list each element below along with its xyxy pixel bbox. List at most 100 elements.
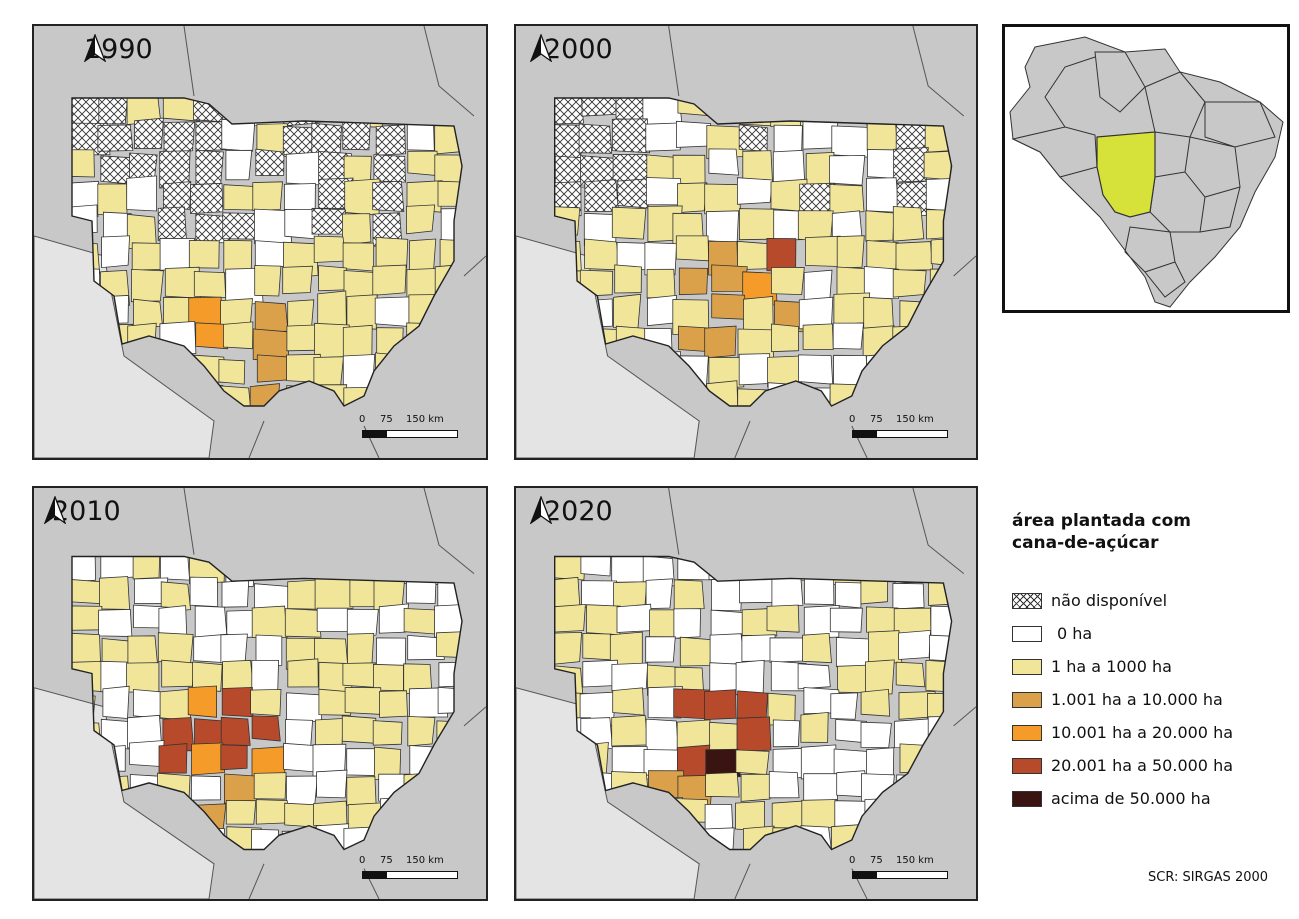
municipality-region <box>222 321 254 350</box>
map-2020 <box>516 488 976 899</box>
inset-locator-map <box>1002 24 1290 313</box>
municipality-region <box>737 240 772 271</box>
municipality-region <box>611 662 649 692</box>
municipality-region <box>316 769 348 799</box>
municipality-region <box>893 146 929 183</box>
municipality-region <box>865 659 895 695</box>
municipality-region <box>611 118 651 154</box>
map-1990 <box>34 26 486 458</box>
municipality-region <box>407 150 439 177</box>
municipality-region <box>313 235 346 263</box>
municipality-region <box>72 632 101 665</box>
municipality-region <box>190 775 222 801</box>
municipality-region <box>254 265 282 297</box>
municipality-region <box>157 206 188 243</box>
municipality-region <box>98 98 129 125</box>
municipality-region <box>554 631 583 665</box>
municipality-region <box>373 154 406 183</box>
municipality-region <box>313 356 344 387</box>
municipality-region <box>704 183 741 215</box>
scale-bar: 0 75 150 km <box>359 855 458 885</box>
municipality-region <box>709 633 745 665</box>
municipality-region <box>221 686 254 718</box>
municipality-region <box>162 181 192 210</box>
municipality-region <box>249 383 280 406</box>
municipality-region <box>311 207 346 235</box>
municipality-region <box>740 773 773 802</box>
municipality-region <box>705 748 741 778</box>
municipality-region <box>285 775 318 808</box>
municipality-region <box>735 749 770 776</box>
legend-item: 10.001 ha a 20.000 ha <box>1012 716 1282 749</box>
municipality-region <box>802 323 834 350</box>
municipality-region <box>251 659 280 694</box>
map-panel-1990: 1990 0 75 150 km <box>32 24 488 460</box>
municipality-region <box>318 688 353 716</box>
legend-item: acima de 50.000 ha <box>1012 782 1282 815</box>
municipality-region <box>738 124 768 152</box>
north-arrow-icon <box>44 496 66 524</box>
mato-grosso-highlight <box>1096 131 1156 218</box>
legend-item: 1 ha a 1000 ha <box>1012 650 1282 683</box>
municipality-region <box>705 772 740 798</box>
municipality-region <box>645 177 683 206</box>
municipality-region <box>187 685 218 718</box>
municipality-region <box>895 241 934 271</box>
municipality-region <box>253 772 287 800</box>
legend-label: 1 ha a 1000 ha <box>1051 657 1172 676</box>
legend-label: 10.001 ha a 20.000 ha <box>1051 723 1234 742</box>
municipality-region <box>285 719 314 748</box>
municipality-region <box>829 607 863 633</box>
municipality-region <box>372 264 407 296</box>
municipality-region <box>892 206 925 242</box>
municipality-region <box>159 688 193 721</box>
municipality-region <box>409 238 437 271</box>
legend-swatch <box>1012 592 1042 609</box>
municipality-region <box>254 240 289 270</box>
municipality-region <box>407 634 445 661</box>
municipality-region <box>675 120 712 148</box>
municipality-region <box>313 800 348 828</box>
municipality-region <box>317 290 347 330</box>
legend-swatch <box>1012 658 1042 675</box>
municipality-region <box>678 267 709 296</box>
municipality-region <box>860 688 891 717</box>
municipality-region <box>341 715 377 744</box>
municipality-region <box>829 184 865 214</box>
municipality-region <box>866 149 899 179</box>
municipality-region <box>195 121 228 152</box>
municipality-region <box>195 322 231 350</box>
municipality-region <box>611 715 649 747</box>
municipality-region <box>771 323 800 353</box>
municipality-region <box>251 605 288 639</box>
north-arrow-icon <box>84 34 106 62</box>
municipality-region <box>157 632 194 665</box>
municipality-region <box>160 556 191 581</box>
panel-year-label: 2020 <box>544 496 613 527</box>
municipality-region <box>342 242 375 272</box>
municipality-region <box>675 235 710 262</box>
municipality-region <box>434 154 462 186</box>
municipality-region <box>710 579 743 612</box>
municipality-region <box>133 298 164 328</box>
municipality-region <box>554 556 586 581</box>
municipality-region <box>836 235 865 269</box>
municipality-region <box>554 98 584 125</box>
municipality-region <box>645 122 682 152</box>
municipality-region <box>250 688 282 717</box>
legend-item: 1.001 ha a 10.000 ha <box>1012 683 1282 716</box>
municipality-region <box>222 212 256 240</box>
municipality-region <box>644 242 678 276</box>
municipality-region <box>284 608 322 638</box>
municipality-region <box>737 690 769 722</box>
legend-swatch <box>1012 757 1042 774</box>
municipality-region <box>617 178 652 209</box>
municipality-region <box>220 716 251 746</box>
municipality-region <box>801 799 839 828</box>
legend-list: não disponível 0 ha 1 ha a 1000 ha 1.001 ha… <box>1012 584 1282 815</box>
municipality-region <box>797 354 834 385</box>
legend-swatch <box>1012 724 1042 741</box>
municipality-region <box>372 663 404 692</box>
north-arrow-icon <box>530 496 552 524</box>
municipality-region <box>828 155 866 186</box>
